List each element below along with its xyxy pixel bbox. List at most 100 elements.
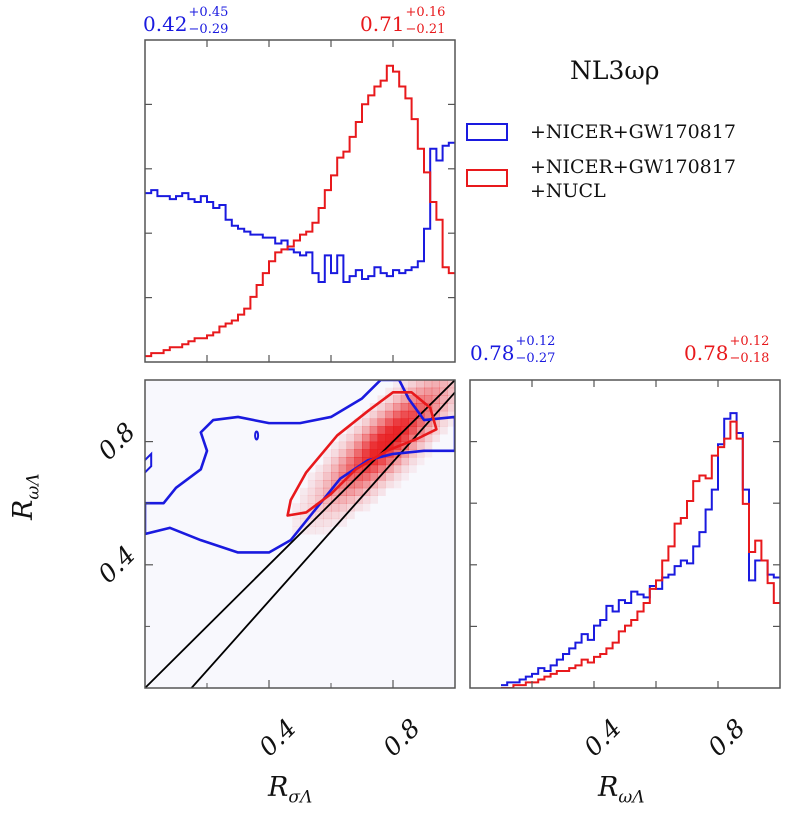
- heat-cell: [362, 441, 371, 450]
- heat-cell: [331, 510, 340, 520]
- heat-cell: [369, 426, 378, 435]
- heat-cell: [393, 464, 402, 473]
- heat-cell: [377, 487, 386, 496]
- heat-cell: [424, 426, 433, 435]
- heat-cell: [369, 433, 378, 443]
- heat-cell: [416, 449, 425, 458]
- heat-cell: [385, 387, 394, 396]
- heat-cell: [377, 403, 386, 412]
- heat-cell: [400, 380, 409, 389]
- heat-cell: [323, 457, 332, 466]
- heat-cell: [362, 449, 371, 458]
- heat-cell: [431, 380, 440, 389]
- heat-cell: [385, 410, 394, 419]
- axis-label-sub: σΛ: [288, 787, 313, 808]
- heat-cell: [315, 518, 324, 527]
- annotation-value: 0.78: [684, 341, 729, 365]
- heat-cell: [393, 418, 402, 427]
- heat-cell: [354, 480, 363, 489]
- heat-cell: [447, 387, 455, 396]
- heat-cell: [431, 433, 440, 443]
- heat-cell: [346, 503, 355, 512]
- heat-cell: [338, 503, 347, 512]
- axis-label-sub: ωΛ: [23, 473, 44, 500]
- marginal-sigma-frame: [144, 39, 456, 363]
- heat-cell: [447, 410, 455, 419]
- heat-cell: [408, 403, 417, 412]
- legend-label-red: +NICER+GW170817: [530, 156, 736, 178]
- heat-cell: [377, 457, 386, 466]
- annotation-sup: +0.45: [188, 5, 229, 20]
- heat-cell: [307, 495, 316, 504]
- annotation-sup: +0.16: [405, 5, 446, 20]
- heat-cell: [369, 495, 378, 504]
- heat-cell: [416, 457, 425, 466]
- heat-cell: [315, 503, 324, 512]
- heat-cell: [338, 510, 347, 520]
- heat-cell: [300, 487, 309, 496]
- heat-cell: [377, 433, 386, 443]
- heat-cell: [408, 395, 417, 404]
- heat-cell: [439, 426, 448, 435]
- heat-cell: [416, 441, 425, 450]
- chart-title: NL3ωρ: [570, 56, 660, 85]
- heat-cell: [338, 495, 347, 504]
- heat-cell: [354, 418, 363, 427]
- heat-cell: [323, 526, 332, 535]
- heat-cell: [416, 380, 425, 389]
- annotation-right-blue: 0.78 +0.12 −0.27: [470, 334, 555, 366]
- heat-cell: [346, 441, 355, 450]
- joint-frame: [144, 379, 456, 689]
- heat-cell: [338, 433, 347, 443]
- x-axis-label-sigma: RσΛ: [268, 772, 312, 807]
- joint-ytick-label: 0.4: [92, 540, 141, 589]
- heat-cell: [431, 387, 440, 396]
- joint-xtick-label: 0.8: [377, 713, 426, 762]
- heat-cell: [385, 426, 394, 435]
- heat-cell: [338, 518, 347, 527]
- omega-hist-series-red: [501, 420, 780, 688]
- heat-cell: [408, 410, 417, 419]
- joint-ytick-label: 0.8: [92, 417, 141, 466]
- heat-cell: [416, 387, 425, 396]
- annotation-sub: −0.29: [188, 22, 229, 37]
- annotation-top-blue: 0.42 +0.45 −0.29: [143, 5, 228, 37]
- marginal-omega-frame: [469, 379, 781, 689]
- heat-cell: [400, 395, 409, 404]
- heat-cell: [385, 395, 394, 404]
- heat-cell: [323, 487, 332, 496]
- heat-cell: [354, 487, 363, 496]
- heat-cell: [385, 464, 394, 473]
- heat-cell: [439, 380, 448, 389]
- legend-swatch-blue: [466, 123, 508, 141]
- heat-cell: [408, 449, 417, 458]
- heat-cell: [315, 464, 324, 473]
- heat-cell: [323, 472, 332, 481]
- heat-cell: [346, 495, 355, 504]
- heat-cell: [346, 464, 355, 473]
- axis-label-sub: ωΛ: [618, 787, 645, 808]
- heat-cell: [331, 449, 340, 458]
- heat-cell: [331, 464, 340, 473]
- annotation-value: 0.71: [360, 12, 405, 36]
- heat-cell: [331, 487, 340, 496]
- joint-panel: 0.4 0.4 0.8 0.8: [92, 379, 456, 762]
- heat-cell: [377, 418, 386, 427]
- annotation-right-red: 0.78 +0.12 −0.18: [684, 334, 769, 366]
- heat-cell: [424, 387, 433, 396]
- heat-cell: [354, 433, 363, 443]
- heat-cell: [346, 426, 355, 435]
- heat-cell: [323, 449, 332, 458]
- heat-cell: [385, 472, 394, 481]
- heat-cell: [354, 441, 363, 450]
- heat-cell: [362, 480, 371, 489]
- heat-cell: [393, 380, 402, 389]
- heat-cell: [292, 526, 301, 535]
- heat-cell: [431, 418, 440, 427]
- heat-cell: [346, 510, 355, 520]
- heat-cell: [400, 457, 409, 466]
- contour-red: [286, 391, 438, 517]
- heat-cell: [338, 457, 347, 466]
- heat-cell: [346, 433, 355, 443]
